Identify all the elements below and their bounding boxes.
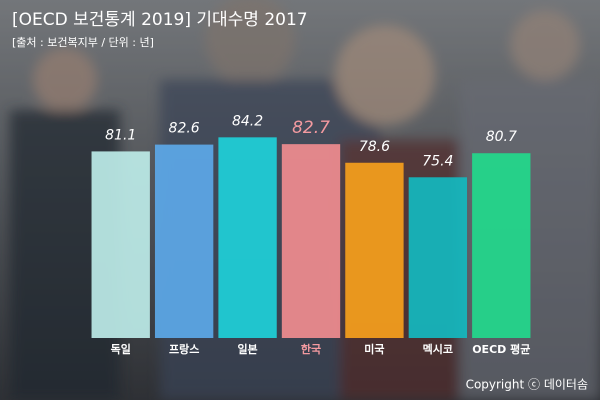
value-label: 82.6	[169, 121, 200, 137]
x-tick-label: 독일	[111, 342, 131, 356]
x-tick-label: 미국	[364, 342, 384, 356]
chart-subtitle: [출처 : 보건복지부 / 단위 : 년]	[12, 36, 154, 49]
value-label: 81.1	[105, 127, 136, 143]
x-tick-label: 멕시코	[423, 342, 453, 356]
bar	[281, 144, 341, 338]
value-label: 75.4	[422, 153, 453, 169]
value-label: 84.2	[232, 113, 263, 129]
bar	[408, 177, 468, 338]
bar	[472, 153, 531, 338]
copyright: Copyright ⓒ 데이터솜	[466, 378, 588, 392]
chart-title: [OECD 보건통계 2019] 기대수명 2017	[12, 10, 308, 30]
value-label: 78.6	[359, 139, 390, 155]
bar	[91, 151, 150, 338]
value-label: 80.7	[486, 129, 517, 145]
x-tick-label: OECD 평균	[472, 342, 530, 356]
bar	[218, 137, 277, 338]
bar	[154, 144, 214, 338]
x-tick-label: 일본	[237, 342, 257, 356]
bar	[345, 162, 404, 338]
x-tick-label: 한국	[301, 342, 321, 356]
x-tick-label: 프랑스	[169, 343, 199, 356]
value-label: 82.7	[292, 118, 330, 138]
